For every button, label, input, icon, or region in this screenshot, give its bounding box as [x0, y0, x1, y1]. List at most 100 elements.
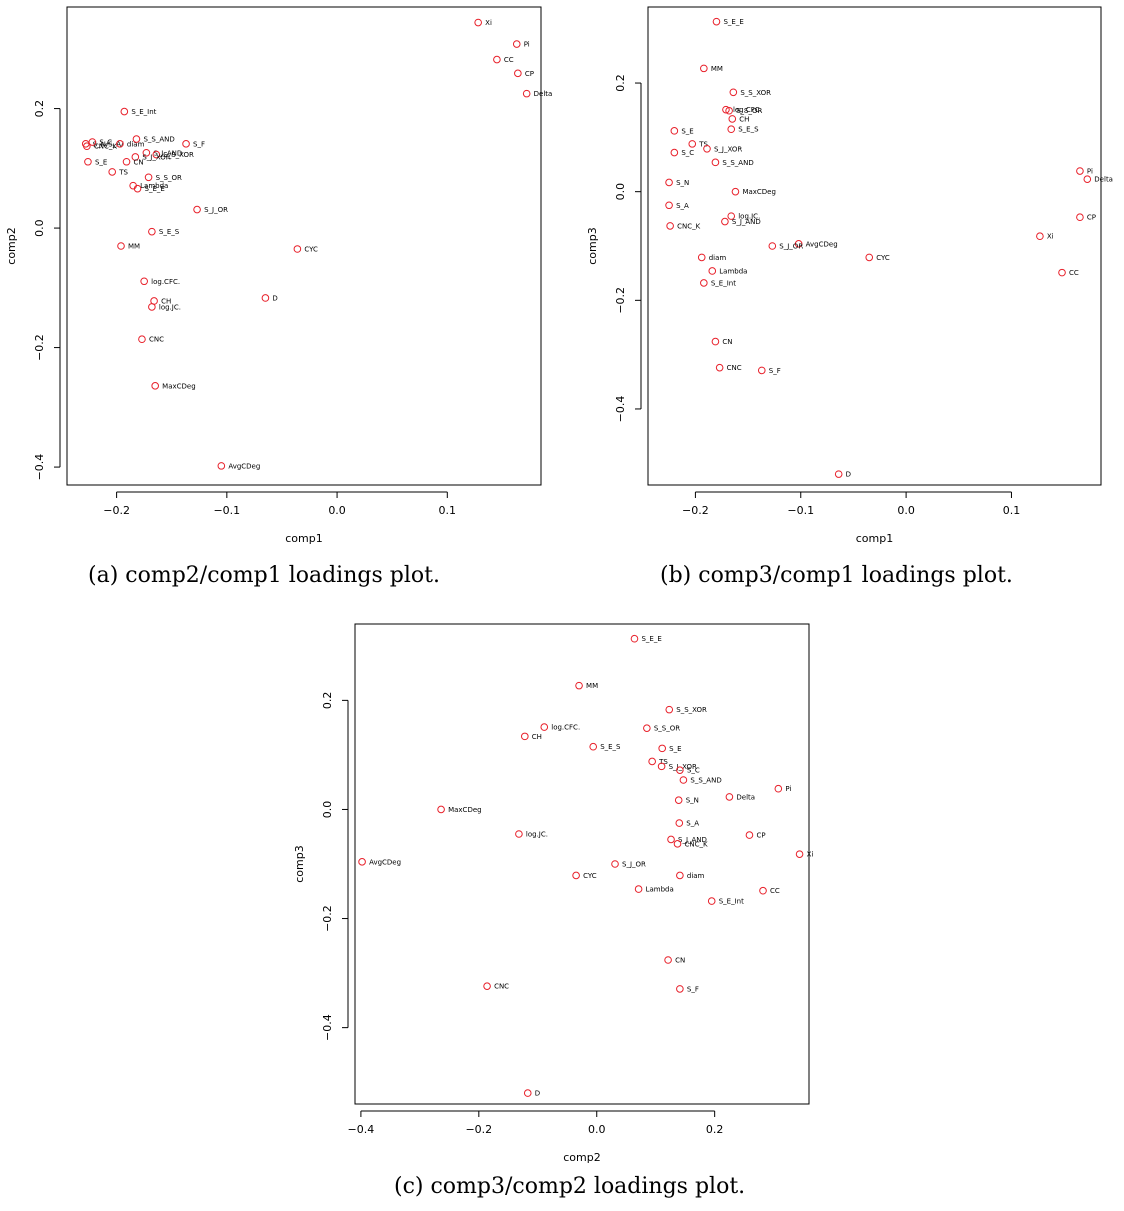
data-point-label: Pi — [524, 41, 530, 49]
data-point-marker — [116, 140, 124, 148]
data-point-label: CP — [1087, 214, 1096, 222]
data-point-label: log.CFC. — [551, 724, 580, 732]
data-point-label: CNC_K — [685, 840, 709, 848]
data-point-marker — [575, 681, 583, 690]
data-point-marker — [1058, 268, 1066, 277]
data-point-label: diam — [687, 872, 705, 880]
data-point-label: log.JC. — [738, 213, 760, 221]
x-axis-title: comp1 — [856, 532, 893, 545]
chart-c-comp3-vs-comp2: −0.4 −0.2 0.0 0.2 −0.4 −0.2 0.0 0.2 comp2 comp3 S_… — [293, 623, 814, 1164]
data-point-label: AvgCDeg — [806, 240, 838, 248]
data-point-marker — [674, 796, 683, 804]
data-point-marker — [676, 985, 684, 993]
data-point-label: S_N — [676, 179, 689, 187]
y-tick-label: −0.4 — [614, 396, 627, 423]
data-point-label: S_E_Int — [719, 898, 744, 906]
x-tick-label: −0.4 — [348, 1123, 375, 1136]
data-point-marker — [1076, 167, 1084, 175]
data-point-marker — [794, 240, 803, 248]
data-point-marker — [731, 187, 740, 196]
data-point-label: D — [535, 1090, 540, 1098]
data-point-label: D — [846, 471, 851, 479]
data-point-label: S_J_XOR — [714, 145, 742, 153]
data-point-label: S_F — [687, 985, 699, 993]
x-tick-label: 0.1 — [439, 504, 457, 517]
data-point-marker — [1076, 213, 1084, 222]
data-point-marker — [1083, 175, 1092, 183]
data-point-marker — [589, 742, 598, 751]
x-tick-label: −0.2 — [103, 504, 130, 517]
y-tick-label: 0.2 — [321, 692, 334, 710]
data-point-marker — [634, 885, 643, 893]
data-point-label: Lambda — [719, 267, 747, 275]
data-point-label: S_E — [95, 158, 107, 166]
y-tick-label: 0.2 — [33, 100, 46, 118]
data-point-marker — [540, 723, 549, 731]
data-point-label: S_S_AND — [690, 777, 721, 785]
caption-a: (a) comp2/comp1 loadings plot. — [88, 563, 440, 588]
data-point-marker — [729, 88, 738, 97]
data-point-label: D — [272, 294, 277, 302]
data-point-marker — [142, 148, 151, 157]
data-point-label: S_S_XOR — [163, 151, 194, 159]
data-point-marker — [437, 805, 445, 814]
data-point-marker — [727, 212, 736, 220]
data-point-label: S_E_E — [145, 185, 165, 193]
data-point-marker — [514, 69, 522, 78]
y-tick-label: 0.0 — [321, 801, 334, 819]
data-point-marker — [658, 744, 666, 753]
data-point-label: CC — [1069, 269, 1079, 277]
data-point-marker — [667, 835, 675, 844]
data-point-marker — [865, 253, 874, 262]
data-point-label: CC — [770, 887, 780, 895]
data-point-marker — [697, 253, 706, 262]
data-point-marker — [182, 140, 190, 148]
data-point-marker — [572, 871, 580, 880]
data-point-marker — [712, 17, 721, 26]
y-axis-title: comp2 — [5, 227, 18, 264]
data-point-marker — [1036, 232, 1044, 241]
data-point-marker — [522, 89, 531, 98]
data-point-label: MM — [128, 243, 140, 251]
plot-frame — [354, 623, 810, 1105]
y-tick-label: −0.2 — [321, 905, 334, 932]
data-point-marker — [138, 335, 146, 344]
data-point-marker — [133, 184, 142, 193]
data-point-label: CH — [161, 297, 171, 305]
chart-b-comp3-vs-comp1: −0.2 −0.1 0.0 0.1 −0.4 −0.2 0.0 0.2 comp1 comp3 S_… — [586, 6, 1113, 545]
data-point-marker — [725, 106, 733, 115]
plot-frame — [66, 6, 542, 486]
data-point-marker — [358, 858, 366, 866]
data-point-label: CP — [525, 70, 534, 78]
data-point-marker — [483, 982, 491, 990]
data-point-marker — [131, 153, 140, 161]
x-tick-label: −0.1 — [213, 504, 240, 517]
data-point-label: S_E — [669, 745, 681, 753]
data-point-label: AvgCDeg — [228, 462, 260, 470]
data-point-label: log.CFC. — [733, 106, 762, 114]
data-point-label: Xi — [807, 851, 814, 859]
data-point-marker — [84, 157, 92, 166]
data-point-label: S_J_AND — [732, 218, 761, 226]
data-point-label: CYC — [304, 245, 318, 253]
y-axis-title: comp3 — [293, 845, 306, 882]
data-point-marker — [676, 766, 684, 774]
data-point-marker — [673, 840, 682, 848]
data-point-label: TS — [698, 140, 708, 148]
x-tick-label: 0.2 — [706, 1123, 724, 1136]
data-point-marker — [725, 793, 734, 801]
data-point-marker — [711, 158, 720, 167]
data-point-label: TS — [658, 758, 668, 766]
data-point-marker — [193, 205, 201, 214]
x-tick-label: −0.2 — [465, 1123, 492, 1136]
data-point-marker — [768, 242, 777, 250]
y-tick-label: 0.2 — [614, 74, 627, 92]
data-point-label: diam — [709, 254, 727, 262]
data-point-label: S_E_Int — [131, 108, 156, 116]
data-point-label: CH — [532, 733, 542, 741]
data-point-marker — [293, 245, 302, 253]
data-point-label: CH — [739, 115, 749, 123]
data-point-marker — [670, 127, 679, 135]
data-point-label: S_J_AND — [153, 149, 182, 157]
data-point-marker — [261, 294, 270, 302]
